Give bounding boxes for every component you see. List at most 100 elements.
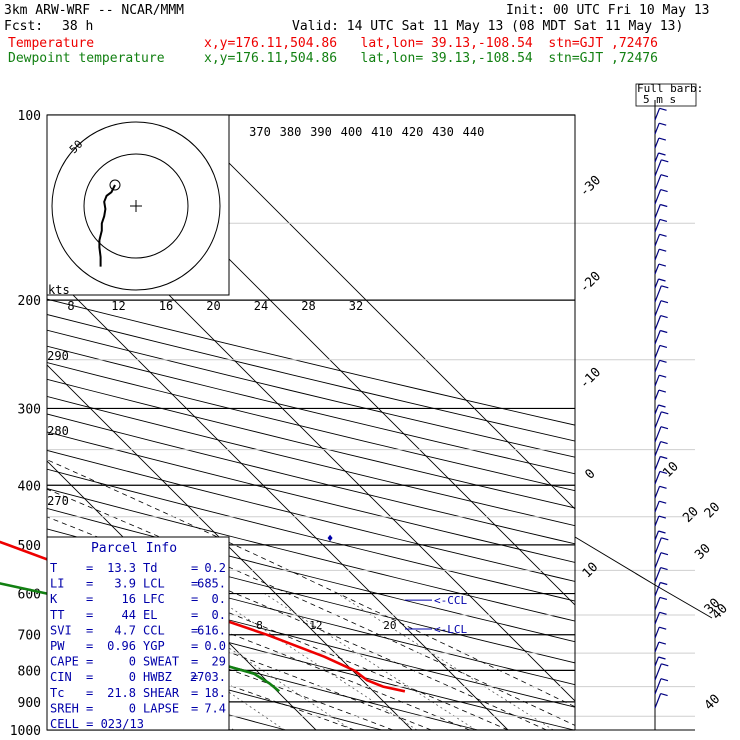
parcel-eq: =	[191, 561, 198, 575]
wind-barb	[654, 656, 660, 667]
parcel-value: 0	[129, 701, 136, 715]
mixing-ratio-label: 20	[383, 619, 396, 632]
wind-barb-flag	[661, 411, 669, 415]
parcel-eq: =	[86, 592, 93, 606]
parcel-value: 3.9	[114, 577, 136, 591]
wind-barb	[654, 456, 661, 471]
isotherm-label: 40	[702, 692, 724, 714]
parcel-eq: =	[86, 561, 93, 575]
parcel-key: K	[50, 592, 58, 606]
dewpoint-legend: Dewpoint temperature	[8, 51, 165, 66]
mixing-ratio-label: 12	[309, 619, 322, 632]
pressure-label: 300	[18, 402, 41, 417]
parcel-key: LI	[50, 577, 64, 591]
valid-time: Valid: 14 UTC Sat 11 May 13 (08 MDT Sat …	[292, 19, 684, 34]
parcel-key: CCL	[143, 623, 165, 637]
wind-barb	[654, 486, 661, 499]
wind-barb	[654, 597, 661, 611]
wind-barb	[654, 389, 660, 401]
parcel-eq: =	[191, 655, 198, 669]
wind-barb	[654, 219, 661, 233]
wind-barb-flag	[660, 300, 669, 304]
hodograph-ring-outer	[51, 121, 221, 291]
parcel-key: PW	[50, 639, 65, 653]
model-title: 3km ARW-WRF -- NCAR/MMM	[4, 3, 185, 18]
wind-barb-flag	[659, 122, 667, 126]
init-time: Init: 00 UTC Fri 10 May 13	[506, 3, 710, 18]
wind-barb	[654, 108, 661, 121]
wind-barb-flag	[659, 233, 667, 237]
parcel-value: 29	[212, 655, 226, 669]
wind-barb	[654, 300, 662, 317]
parcel-eq: =	[86, 701, 93, 715]
barb-legend-frame	[635, 83, 697, 107]
isotherm-label: 20	[702, 500, 724, 522]
hodograph-tick-label: 28	[301, 299, 315, 313]
hodograph-tick-label: 16	[159, 299, 173, 313]
wind-barb-flag	[658, 389, 667, 393]
wind-barb	[654, 678, 662, 695]
parcel-key: T	[50, 561, 57, 575]
parcel-value: 18.	[204, 686, 226, 700]
wind-barb-flag	[658, 404, 666, 408]
wind-barb-flag	[660, 581, 668, 586]
moist-adiabat	[47, 565, 470, 730]
parcel-eq: =	[191, 639, 198, 653]
wind-barb-flag	[658, 137, 667, 141]
wind-barb	[654, 315, 662, 331]
parcel-eq: =	[86, 655, 93, 669]
wind-barb	[654, 122, 660, 135]
parcel-key: SWEAT	[143, 655, 179, 669]
pressure-label: 1000	[10, 724, 41, 739]
wind-barb-flag	[658, 656, 666, 660]
wind-barb	[654, 515, 660, 527]
isotherm	[47, 364, 413, 730]
theta-label: 420	[402, 125, 424, 139]
wind-barb-flag	[658, 263, 667, 267]
parcel-key: YGP	[143, 639, 165, 653]
parcel-key: SREH	[50, 701, 79, 715]
hodograph-trace	[98, 184, 116, 267]
wind-barb	[654, 641, 660, 653]
moist-adiabat	[47, 459, 575, 708]
wind-barb-flag	[660, 203, 668, 208]
wind-profile: Full barb:5 m s 10 20 30 40	[574, 82, 731, 731]
wind-barb	[654, 234, 661, 247]
parcel-value: 2703.	[190, 670, 226, 684]
wind-barb	[654, 278, 660, 289]
parcel-cell: CELL = 023/13	[50, 717, 144, 731]
temperature-line	[0, 540, 406, 693]
wind-barb-flag	[659, 248, 667, 252]
isotherm	[47, 268, 509, 730]
parcel-value: 0.0	[204, 639, 226, 653]
wind-barb	[654, 263, 660, 275]
wind-barb	[654, 345, 661, 359]
wind-barb-flag	[660, 189, 668, 193]
hodograph-ring-inner	[83, 153, 189, 259]
theta-label: 440	[463, 125, 485, 139]
wind-barb-flag	[659, 218, 668, 222]
wind-barb	[654, 471, 661, 485]
wind-barb	[654, 663, 662, 681]
wind-barb-flag	[660, 315, 668, 319]
wind-barb	[654, 285, 662, 303]
wind-speed-label: 30	[692, 541, 714, 563]
wind-barb-flag	[659, 500, 667, 504]
parcel-info-frame	[46, 536, 230, 731]
wind-barb-flag	[659, 611, 667, 615]
pressure-label: 900	[18, 696, 41, 711]
parcel-value: 0.2	[204, 561, 226, 575]
wind-barb	[654, 159, 662, 177]
wind-barb-flag	[660, 441, 668, 445]
wind-barb-flag	[660, 174, 669, 178]
wind-barb-flag	[661, 159, 669, 163]
parcel-value: 0.96	[107, 639, 136, 653]
mixing-ratio-line	[208, 593, 418, 730]
parcel-key: LCL	[143, 577, 165, 591]
parcel-eq: =	[191, 701, 198, 715]
wind-barb	[654, 374, 660, 387]
theta-label: 280	[47, 424, 69, 438]
parcel-value: 21.8	[107, 686, 136, 700]
wind-barb	[654, 404, 660, 415]
